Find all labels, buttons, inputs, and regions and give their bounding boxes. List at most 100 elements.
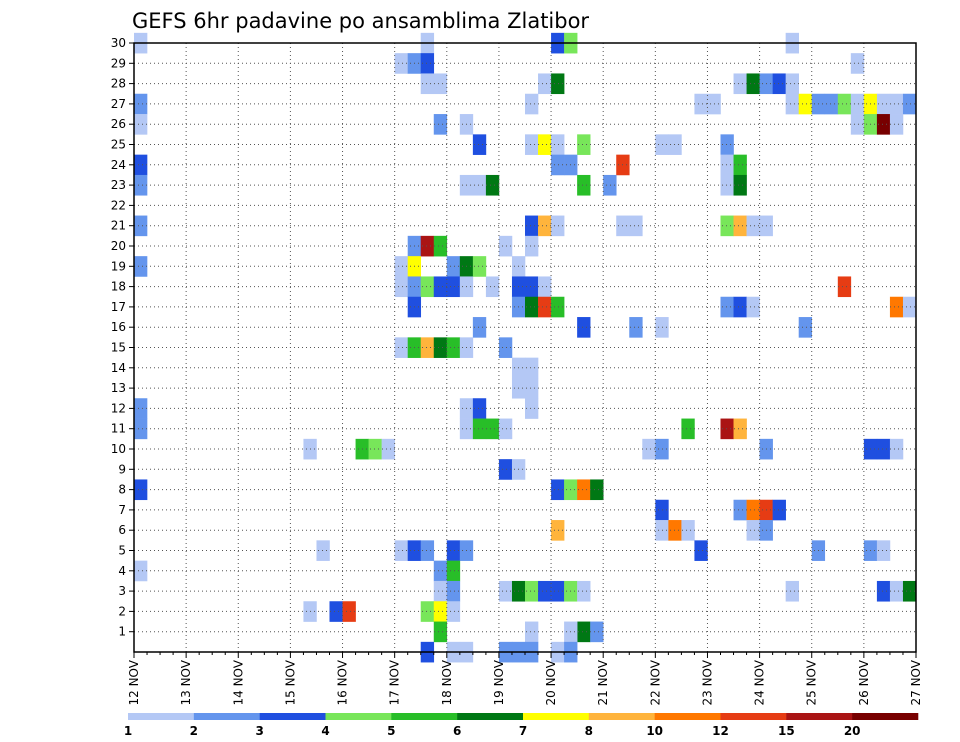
- precip-cell: [850, 93, 865, 115]
- precip-cell: [590, 621, 604, 643]
- precip-cell: [876, 93, 891, 115]
- precip-cell: [655, 134, 669, 155]
- precip-cell: [420, 601, 435, 622]
- precip-cell: [629, 317, 643, 338]
- precip-cell: [134, 215, 148, 237]
- axes-layer: 1234567891011121314151617181920212223242…: [111, 36, 923, 706]
- precip-cell: [134, 560, 148, 582]
- precip-cell: [720, 418, 734, 440]
- precip-cell: [134, 418, 148, 440]
- grid-layer: [134, 42, 916, 652]
- chart-title: GEFS 6hr padavine po ansamblima Zlatibor: [132, 9, 589, 33]
- legend-swatch: [325, 713, 392, 720]
- y-tick-label: 26: [111, 117, 126, 131]
- precip-cell: [472, 317, 487, 338]
- legend-swatch: [457, 713, 524, 720]
- precip-cell: [446, 560, 461, 582]
- y-tick-label: 6: [118, 523, 126, 537]
- precip-cell: [603, 174, 617, 196]
- precip-cell: [525, 215, 539, 237]
- precip-cell: [538, 580, 552, 602]
- precip-cell: [681, 520, 695, 541]
- precip-cell: [134, 114, 148, 135]
- precip-cell: [525, 276, 539, 298]
- x-tick-label: 26 NOV: [857, 659, 871, 705]
- precip-cell: [551, 520, 565, 541]
- precip-cell: [420, 53, 435, 74]
- x-tick-label: 16 NOV: [336, 659, 350, 705]
- precip-cell: [889, 114, 904, 135]
- y-tick-label: 21: [111, 219, 126, 233]
- y-tick-label: 11: [111, 422, 126, 436]
- precip-cell: [889, 296, 904, 318]
- precip-cell: [551, 215, 565, 237]
- legend-swatch: [852, 713, 919, 720]
- precip-cell: [446, 540, 461, 561]
- precip-cell: [525, 134, 539, 155]
- y-tick-label: 1: [118, 625, 126, 639]
- precip-cell: [551, 134, 565, 155]
- precip-cell: [472, 134, 487, 155]
- x-tick-label: 14 NOV: [231, 659, 245, 705]
- x-tick-label: 20 NOV: [544, 659, 558, 705]
- precip-cell: [498, 337, 513, 358]
- precip-cell: [681, 418, 695, 440]
- precip-cell: [889, 93, 904, 115]
- precip-cell: [525, 93, 539, 115]
- y-tick-label: 5: [118, 544, 126, 558]
- precip-cell: [551, 296, 565, 318]
- precip-cell: [525, 357, 539, 379]
- precip-cell: [746, 296, 760, 318]
- precip-cell: [577, 479, 591, 501]
- precip-cell: [498, 235, 513, 257]
- precip-cell: [525, 621, 539, 643]
- precip-cell: [538, 134, 552, 155]
- precip-cell: [785, 93, 799, 115]
- x-tick-label: 12 NOV: [127, 659, 141, 705]
- cells-layer: [134, 32, 917, 663]
- precip-cell: [720, 174, 734, 196]
- precip-cell: [446, 601, 461, 622]
- legend-swatch: [523, 713, 590, 720]
- precip-cell: [329, 601, 343, 622]
- precip-cell: [394, 53, 408, 74]
- precip-cell: [538, 73, 552, 95]
- precip-cell: [655, 499, 669, 521]
- x-tick-label: 15 NOV: [283, 659, 297, 705]
- precip-cell: [498, 459, 513, 480]
- precip-cell: [720, 296, 734, 318]
- precip-cell: [472, 398, 487, 419]
- y-tick-label: 24: [111, 158, 126, 172]
- y-tick-label: 15: [111, 341, 126, 355]
- precip-cell: [889, 438, 904, 460]
- precip-cell: [733, 174, 747, 196]
- precip-cell: [655, 520, 669, 541]
- precip-cell: [837, 93, 852, 115]
- precip-cell: [433, 580, 448, 602]
- precip-cell: [733, 499, 747, 521]
- precip-cell: [577, 621, 591, 643]
- precip-cell: [433, 276, 448, 298]
- precip-cell: [525, 377, 539, 399]
- precip-cell: [720, 134, 734, 155]
- x-tick-label: 24 NOV: [753, 659, 767, 705]
- x-tick-label: 22 NOV: [648, 659, 662, 705]
- precip-cell: [134, 398, 148, 419]
- precip-cell: [134, 479, 148, 501]
- precip-cell: [394, 256, 408, 277]
- y-tick-label: 28: [111, 77, 126, 91]
- precip-cell: [446, 580, 461, 602]
- y-tick-label: 18: [111, 280, 126, 294]
- precip-cell: [694, 540, 708, 561]
- x-tick-label: 19 NOV: [492, 659, 506, 705]
- precip-cell: [525, 398, 539, 419]
- legend-swatch: [588, 713, 655, 720]
- precip-cell: [733, 296, 747, 318]
- legend-label: 8: [585, 724, 593, 738]
- legend-label: 12: [712, 724, 729, 738]
- precip-cell: [485, 418, 500, 440]
- y-tick-label: 8: [118, 483, 126, 497]
- precip-cell: [368, 438, 382, 460]
- precip-cell: [134, 154, 148, 176]
